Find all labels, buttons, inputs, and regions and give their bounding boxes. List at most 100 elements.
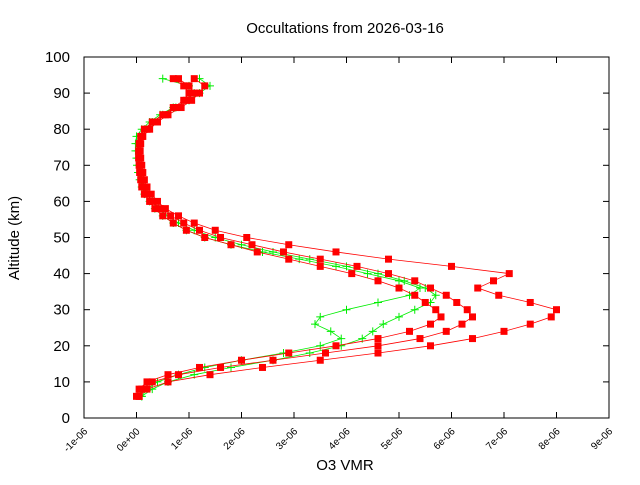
data-point-square: [416, 335, 424, 343]
data-point-square: [348, 270, 356, 278]
y-tick-label: 20: [53, 338, 70, 355]
data-point-square: [248, 241, 256, 249]
data-point-square: [253, 248, 261, 256]
y-tick-label: 80: [53, 121, 70, 138]
x-tick-label: 8e-06: [537, 426, 563, 452]
data-point-square: [238, 356, 245, 364]
y-tick-label: 40: [53, 266, 70, 283]
data-point-square: [227, 241, 235, 249]
data-point-square: [156, 205, 164, 213]
data-point-square: [175, 371, 182, 379]
chart-title: Occultations from 2026-03-16: [246, 20, 444, 37]
y-tick-label: 30: [53, 302, 70, 319]
data-point-plus: [342, 305, 351, 314]
x-tick-label: -1e-06: [62, 426, 91, 455]
data-point-square: [490, 277, 497, 285]
data-point-square: [395, 284, 403, 292]
data-point-square: [316, 255, 324, 263]
x-tick-label: 3e-06: [274, 426, 300, 452]
y-tick-label: 90: [53, 85, 70, 102]
data-point-square: [280, 248, 287, 256]
data-point-square: [180, 96, 188, 104]
data-point-square: [374, 342, 382, 350]
data-point-plus: [332, 262, 340, 271]
data-point-square: [175, 212, 182, 220]
series-line: [136, 78, 442, 397]
data-point-square: [374, 335, 382, 343]
data-point-plus: [379, 320, 388, 329]
data-point-plus: [305, 349, 314, 358]
data-point-square: [453, 298, 461, 306]
data-point-square: [147, 190, 155, 198]
data-point-square: [458, 320, 466, 328]
data-point-square: [137, 176, 145, 184]
data-point-square: [316, 262, 324, 270]
data-point-square: [427, 320, 434, 328]
data-point-square: [427, 284, 434, 292]
data-point-square: [180, 82, 188, 90]
plot-frame: [83, 56, 610, 419]
x-tick-label: 1e-06: [169, 426, 195, 452]
data-point-square: [432, 306, 440, 314]
data-point-square: [159, 212, 167, 220]
data-point-square: [164, 371, 172, 379]
data-point-square: [164, 378, 172, 386]
data-point-square: [474, 284, 482, 292]
data-point-plus: [305, 255, 314, 264]
data-point-square: [190, 219, 198, 227]
y-tick-label: 60: [53, 193, 70, 210]
data-point-square: [421, 298, 429, 306]
data-point-plus: [342, 262, 351, 271]
x-tick-label: 5e-06: [379, 426, 405, 452]
data-point-square: [332, 342, 340, 350]
data-point-square: [169, 219, 177, 227]
data-point-square: [143, 378, 151, 386]
data-point-square: [469, 335, 476, 343]
data-point-plus: [337, 334, 346, 343]
series-line: [137, 78, 437, 397]
data-point-square: [201, 82, 209, 90]
data-point-square: [211, 226, 219, 234]
data-point-square: [137, 132, 145, 140]
data-point-square: [427, 342, 434, 350]
data-point-square: [553, 306, 560, 314]
data-point-square: [146, 197, 154, 205]
data-point-square: [140, 125, 148, 133]
data-point-square: [159, 111, 167, 119]
series-1-profile-2: [133, 75, 445, 400]
data-point-square: [411, 277, 419, 285]
y-axis-label: Altitude (km): [6, 196, 23, 280]
data-point-square: [143, 385, 151, 393]
series-1-profile-0: [135, 75, 476, 400]
data-point-square: [136, 169, 144, 177]
data-point-plus: [431, 291, 440, 300]
data-point-square: [526, 298, 534, 306]
data-point-square: [138, 183, 146, 191]
data-point-square: [140, 176, 148, 184]
data-point-square: [143, 183, 151, 191]
data-point-square: [196, 89, 203, 97]
data-point-square: [316, 356, 324, 364]
data-point-plus: [316, 312, 325, 321]
data-point-square: [146, 125, 154, 133]
data-point-square: [437, 313, 445, 321]
data-point-square: [463, 306, 471, 314]
series-1-profile-1: [135, 75, 560, 400]
data-point-square: [385, 255, 392, 263]
data-point-square: [495, 291, 503, 299]
data-point-square: [505, 270, 513, 278]
data-point-square: [180, 219, 188, 227]
data-point-square: [135, 161, 143, 169]
data-point-plus: [326, 327, 335, 336]
data-point-square: [169, 75, 177, 83]
data-point-square: [353, 262, 361, 270]
y-tick-label: 0: [62, 410, 70, 427]
data-point-square: [135, 154, 143, 162]
data-point-square: [161, 205, 169, 213]
data-point-plus: [368, 327, 377, 336]
data-point-square: [190, 89, 198, 97]
data-point-plus: [410, 305, 419, 314]
data-point-square: [285, 241, 293, 249]
data-point-square: [169, 104, 177, 112]
